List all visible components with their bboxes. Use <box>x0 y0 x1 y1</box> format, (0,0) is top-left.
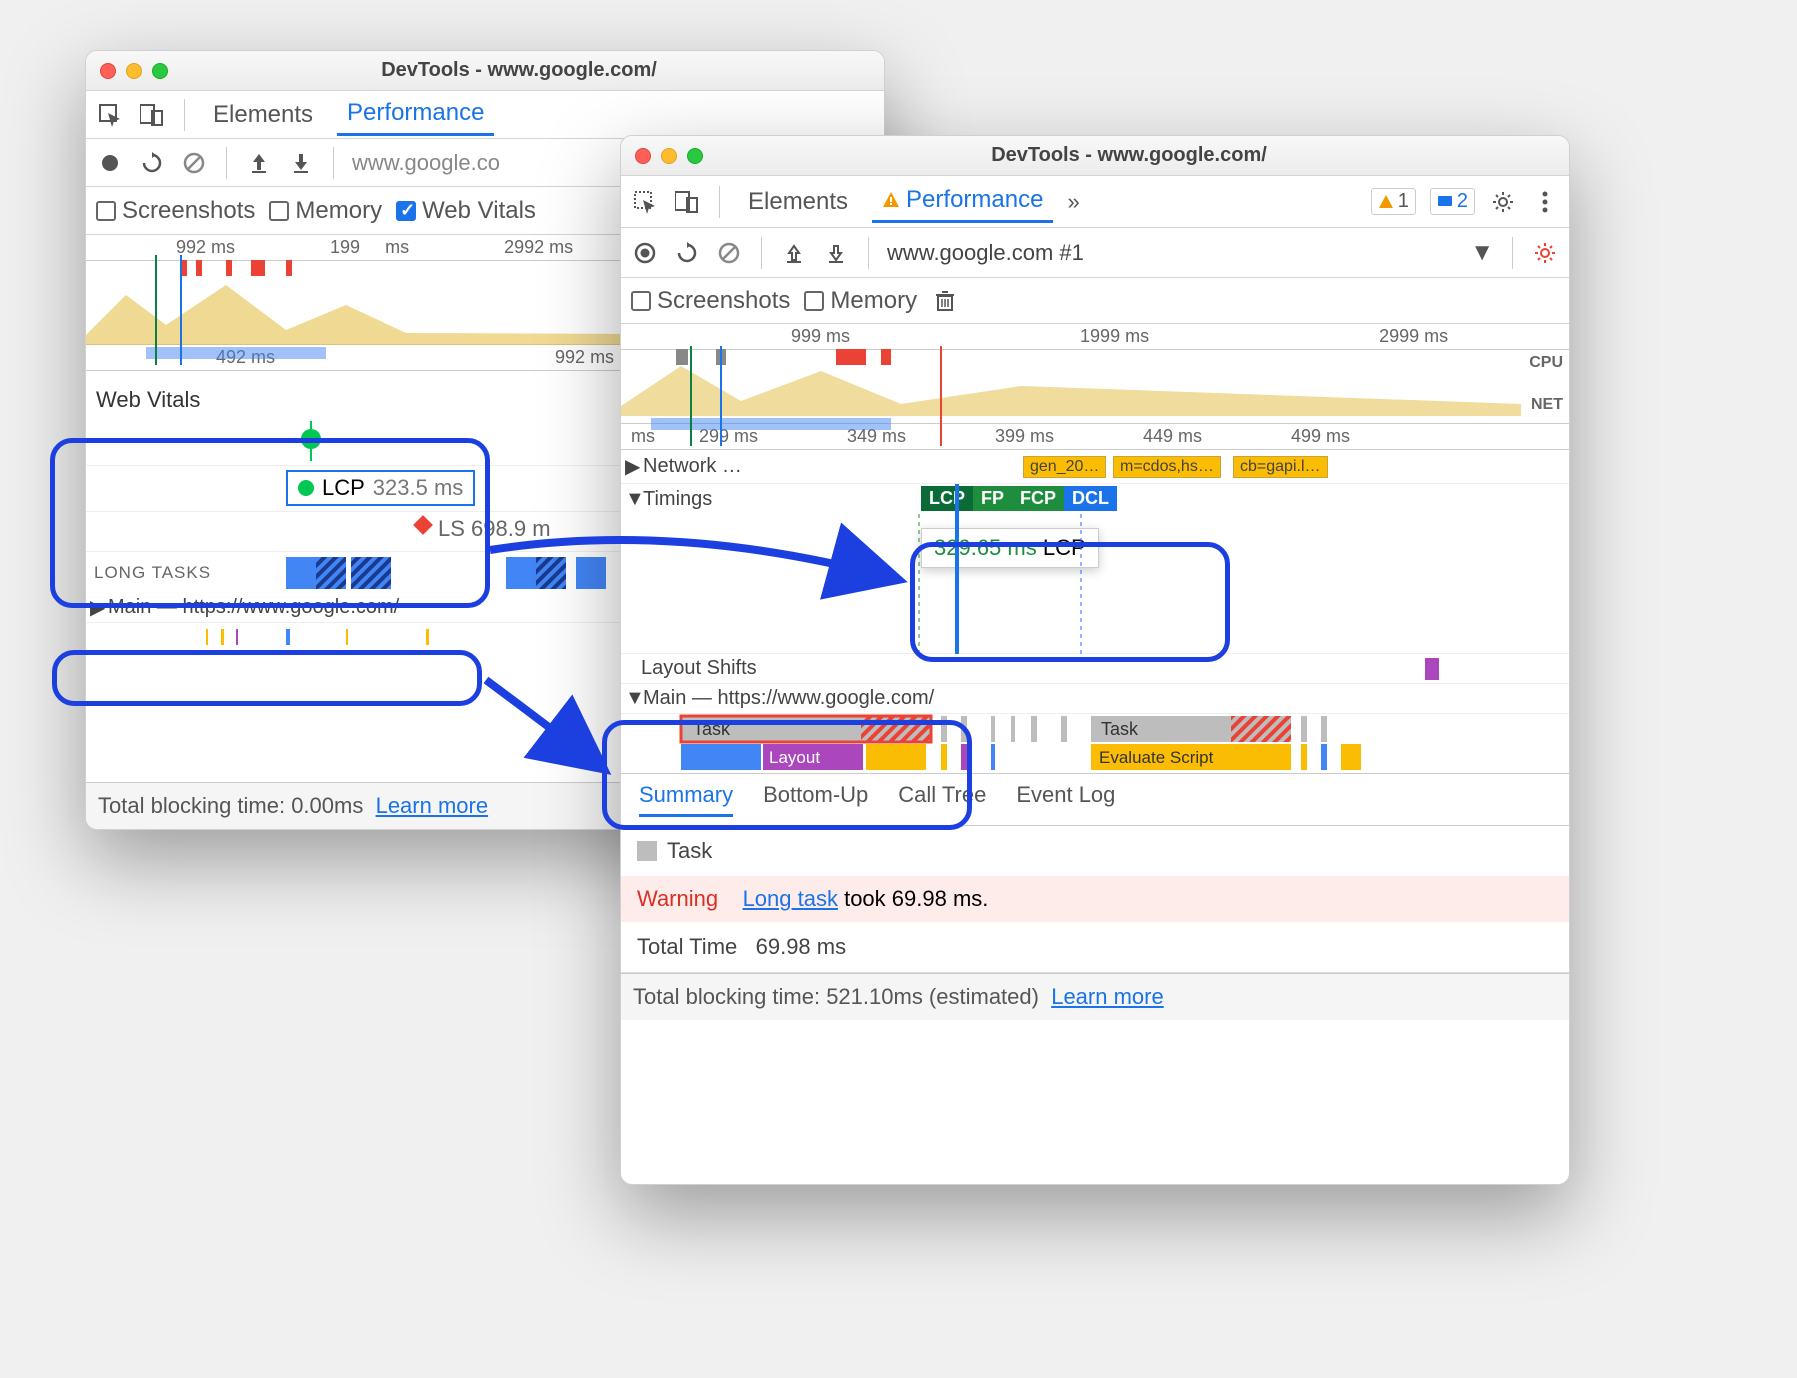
memory-check[interactable]: Memory <box>804 287 917 315</box>
lcp-dot-icon <box>298 480 314 496</box>
webvitals-check[interactable]: Web Vitals <box>396 197 536 225</box>
layout-shift-bar <box>1425 658 1439 680</box>
layout-shifts-track[interactable]: Layout Shifts <box>621 654 1569 684</box>
window-title: DevTools - www.google.com/ <box>703 144 1555 167</box>
device-toggle-icon[interactable] <box>138 101 166 129</box>
total-time-row: Total Time 69.98 ms <box>621 922 1569 973</box>
network-track[interactable]: ▶Network … gen_20… m=cdos,hs… cb=gapi.l… <box>621 450 1569 484</box>
download-icon[interactable] <box>287 149 315 177</box>
perf-toolbar: www.google.com #1 ▼ <box>621 228 1569 278</box>
svg-text:Task: Task <box>1101 719 1139 739</box>
learn-more-link[interactable]: Learn more <box>1051 984 1164 1009</box>
tab-performance[interactable]: Performance <box>337 93 494 136</box>
titlebar: DevTools - www.google.com/ <box>621 136 1569 176</box>
long-tasks-label: LONG TASKS <box>86 563 256 583</box>
messages-badge[interactable]: 2 <box>1430 188 1475 215</box>
ruler-tick: 999 ms <box>791 326 850 347</box>
titlebar: DevTools - www.google.com/ <box>86 51 884 91</box>
device-toggle-icon[interactable] <box>673 188 701 216</box>
panel-tabs: Elements Performance » 1 2 <box>621 176 1569 228</box>
devtools-window-2: DevTools - www.google.com/ Elements Perf… <box>620 135 1570 1185</box>
task-swatch <box>637 841 657 861</box>
ruler-tick: 2999 ms <box>1379 326 1448 347</box>
detail-tabs: Summary Bottom-Up Call Tree Event Log <box>621 774 1569 826</box>
tab-summary[interactable]: Summary <box>639 782 733 817</box>
reload-icon[interactable] <box>138 149 166 177</box>
selected-item: Task <box>621 826 1569 876</box>
ls-label: LS 698.9 m <box>438 516 551 542</box>
tab-calltree[interactable]: Call Tree <box>898 782 986 817</box>
trash-icon[interactable] <box>931 287 959 315</box>
lcp-line <box>310 421 312 461</box>
tab-performance[interactable]: Performance <box>872 180 1053 223</box>
tab-eventlog[interactable]: Event Log <box>1016 782 1115 817</box>
minimize-icon[interactable] <box>126 63 142 79</box>
chevron-down-icon[interactable]: ▼ <box>1470 239 1494 267</box>
close-icon[interactable] <box>100 63 116 79</box>
net-chip: m=cdos,hs… <box>1113 456 1221 478</box>
more-tabs[interactable]: » <box>1067 189 1079 215</box>
warning-row: Warning Long task took 69.98 ms. <box>621 876 1569 922</box>
download-icon[interactable] <box>822 239 850 267</box>
tab-elements[interactable]: Elements <box>738 182 858 222</box>
inspect-icon[interactable] <box>631 188 659 216</box>
upload-icon[interactable] <box>245 149 273 177</box>
clear-icon[interactable] <box>180 149 208 177</box>
ruler-tick: 1999 ms <box>1080 326 1149 347</box>
long-task-link[interactable]: Long task <box>743 886 838 911</box>
screenshots-check[interactable]: Screenshots <box>631 287 790 315</box>
warnings-badge[interactable]: 1 <box>1371 188 1416 215</box>
gear-icon[interactable] <box>1489 188 1517 216</box>
window-title: DevTools - www.google.com/ <box>168 59 870 82</box>
ls-marker <box>413 515 433 535</box>
net-chip: gen_20… <box>1023 456 1106 478</box>
inspect-icon[interactable] <box>96 101 124 129</box>
learn-more-link[interactable]: Learn more <box>376 793 489 818</box>
close-icon[interactable] <box>635 148 651 164</box>
minimize-icon[interactable] <box>661 148 677 164</box>
trace-select[interactable]: www.google.com #1 <box>887 240 1456 266</box>
svg-text:Layout: Layout <box>769 748 820 767</box>
tab-bottomup[interactable]: Bottom-Up <box>763 782 868 817</box>
reload-icon[interactable] <box>673 239 701 267</box>
svg-text:Evaluate Script: Evaluate Script <box>1099 748 1214 767</box>
net-label: NET <box>1531 396 1563 414</box>
svg-text:Task: Task <box>693 719 731 739</box>
screenshots-check[interactable]: Screenshots <box>96 197 255 225</box>
tab-elements[interactable]: Elements <box>203 95 323 135</box>
footer: Total blocking time: 521.10ms (estimated… <box>621 973 1569 1020</box>
main-flamechart[interactable]: Task Task Layout Evaluate Script <box>621 714 1569 774</box>
cpu-label: CPU <box>1529 354 1563 372</box>
zoom-icon[interactable] <box>152 63 168 79</box>
clear-icon[interactable] <box>715 239 743 267</box>
zoom-icon[interactable] <box>687 148 703 164</box>
kebab-icon[interactable] <box>1531 188 1559 216</box>
warning-icon <box>882 191 900 209</box>
net-chip: cb=gapi.l… <box>1233 456 1328 478</box>
capture-options: Screenshots Memory <box>621 278 1569 324</box>
record-icon[interactable] <box>96 149 124 177</box>
lcp-tooltip: LCP 323.5 ms <box>286 470 475 506</box>
overview-minimap[interactable]: 999 ms 1999 ms 2999 ms CPU NET <box>621 324 1569 424</box>
memory-check[interactable]: Memory <box>269 197 382 225</box>
url-crumb: www.google.co <box>352 150 500 176</box>
main-track-header[interactable]: ▼Main — https://www.google.com/ <box>621 684 1569 714</box>
panel-tabs: Elements Performance <box>86 91 884 139</box>
record-icon[interactable] <box>631 239 659 267</box>
settings-gear-icon[interactable] <box>1531 239 1559 267</box>
upload-icon[interactable] <box>780 239 808 267</box>
